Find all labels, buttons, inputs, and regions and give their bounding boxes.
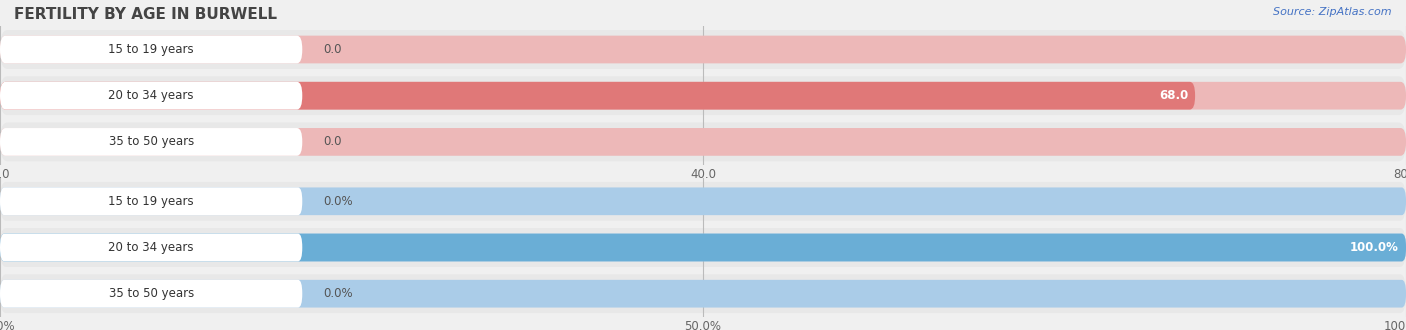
- Text: 15 to 19 years: 15 to 19 years: [108, 43, 194, 56]
- FancyBboxPatch shape: [0, 187, 1406, 215]
- FancyBboxPatch shape: [0, 82, 302, 110]
- FancyBboxPatch shape: [0, 30, 1406, 69]
- FancyBboxPatch shape: [0, 36, 302, 63]
- FancyBboxPatch shape: [0, 76, 1406, 115]
- FancyBboxPatch shape: [0, 128, 1406, 156]
- Text: 68.0: 68.0: [1159, 89, 1188, 102]
- Text: Source: ZipAtlas.com: Source: ZipAtlas.com: [1274, 7, 1392, 16]
- FancyBboxPatch shape: [0, 36, 1406, 63]
- FancyBboxPatch shape: [0, 128, 302, 156]
- Text: 35 to 50 years: 35 to 50 years: [108, 135, 194, 148]
- FancyBboxPatch shape: [0, 280, 302, 308]
- Text: 0.0: 0.0: [323, 135, 342, 148]
- Text: 35 to 50 years: 35 to 50 years: [108, 287, 194, 300]
- FancyBboxPatch shape: [0, 122, 1406, 161]
- FancyBboxPatch shape: [0, 228, 1406, 267]
- Text: 0.0%: 0.0%: [323, 287, 353, 300]
- FancyBboxPatch shape: [0, 274, 1406, 313]
- Text: 20 to 34 years: 20 to 34 years: [108, 241, 194, 254]
- Text: 20 to 34 years: 20 to 34 years: [108, 89, 194, 102]
- FancyBboxPatch shape: [0, 182, 1406, 221]
- FancyBboxPatch shape: [0, 82, 1195, 110]
- Text: 0.0: 0.0: [323, 43, 342, 56]
- FancyBboxPatch shape: [0, 234, 302, 261]
- FancyBboxPatch shape: [0, 280, 1406, 308]
- Text: 15 to 19 years: 15 to 19 years: [108, 195, 194, 208]
- Text: 0.0%: 0.0%: [323, 195, 353, 208]
- Text: FERTILITY BY AGE IN BURWELL: FERTILITY BY AGE IN BURWELL: [14, 7, 277, 21]
- FancyBboxPatch shape: [0, 234, 1406, 261]
- FancyBboxPatch shape: [0, 82, 1406, 110]
- Text: 100.0%: 100.0%: [1350, 241, 1399, 254]
- FancyBboxPatch shape: [0, 187, 302, 215]
- FancyBboxPatch shape: [0, 234, 1406, 261]
